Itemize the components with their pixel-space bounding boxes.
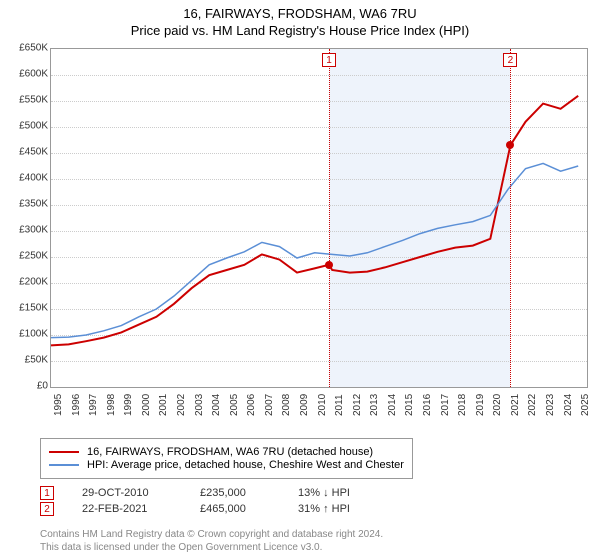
transaction-date: 29-OCT-2010: [82, 487, 172, 499]
transaction-price: £465,000: [200, 503, 270, 515]
transaction-price: £235,000: [200, 487, 270, 499]
y-tick-label: £100K: [2, 329, 48, 340]
x-tick-label: 2009: [299, 394, 310, 416]
x-tick-label: 2013: [369, 394, 380, 416]
legend-row: HPI: Average price, detached house, Ches…: [49, 459, 404, 471]
event-vline: [329, 49, 330, 387]
x-tick-label: 2008: [281, 394, 292, 416]
x-tick-label: 2003: [194, 394, 205, 416]
x-tick-label: 1995: [53, 394, 64, 416]
y-tick-label: £600K: [2, 69, 48, 80]
line-plot: [51, 49, 587, 387]
x-tick-label: 2001: [158, 394, 169, 416]
x-tick-label: 2025: [580, 394, 591, 416]
chart-container: 16, FAIRWAYS, FRODSHAM, WA6 7RU Price pa…: [0, 0, 600, 560]
y-tick-label: £400K: [2, 173, 48, 184]
x-tick-label: 1999: [123, 394, 134, 416]
legend-swatch-hpi: [49, 464, 79, 466]
event-dot: [325, 261, 333, 269]
legend-label-property: 16, FAIRWAYS, FRODSHAM, WA6 7RU (detache…: [87, 446, 373, 458]
x-tick-label: 2018: [457, 394, 468, 416]
x-tick-label: 2015: [404, 394, 415, 416]
x-tick-label: 1997: [88, 394, 99, 416]
x-tick-label: 2012: [352, 394, 363, 416]
y-tick-label: £350K: [2, 199, 48, 210]
x-tick-label: 2004: [211, 394, 222, 416]
legend-row: 16, FAIRWAYS, FRODSHAM, WA6 7RU (detache…: [49, 446, 404, 458]
x-tick-label: 2016: [422, 394, 433, 416]
y-tick-label: £650K: [2, 43, 48, 54]
transaction-table: 1 29-OCT-2010 £235,000 13% ↓ HPI 2 22-FE…: [40, 484, 388, 518]
title-block: 16, FAIRWAYS, FRODSHAM, WA6 7RU Price pa…: [0, 0, 600, 38]
title-address: 16, FAIRWAYS, FRODSHAM, WA6 7RU: [0, 6, 600, 21]
transaction-diff: 13% ↓ HPI: [298, 487, 388, 499]
plot-area: 12: [50, 48, 588, 388]
series-line-property: [51, 96, 578, 346]
x-tick-label: 2024: [563, 394, 574, 416]
legend-swatch-property: [49, 451, 79, 453]
x-tick-label: 2002: [176, 394, 187, 416]
y-tick-label: £550K: [2, 95, 48, 106]
legend: 16, FAIRWAYS, FRODSHAM, WA6 7RU (detache…: [40, 438, 413, 479]
y-tick-label: £450K: [2, 147, 48, 158]
x-tick-label: 2017: [440, 394, 451, 416]
x-tick-label: 2014: [387, 394, 398, 416]
transaction-row: 2 22-FEB-2021 £465,000 31% ↑ HPI: [40, 502, 388, 516]
x-tick-label: 2011: [334, 394, 345, 416]
transaction-marker: 2: [40, 502, 54, 516]
y-tick-label: £150K: [2, 303, 48, 314]
x-tick-label: 2005: [229, 394, 240, 416]
y-tick-label: £500K: [2, 121, 48, 132]
title-subtitle: Price paid vs. HM Land Registry's House …: [0, 23, 600, 38]
y-tick-label: £50K: [2, 355, 48, 366]
x-tick-label: 2006: [246, 394, 257, 416]
y-tick-label: £300K: [2, 225, 48, 236]
transaction-row: 1 29-OCT-2010 £235,000 13% ↓ HPI: [40, 486, 388, 500]
x-tick-label: 2021: [510, 394, 521, 416]
series-line-hpi: [51, 163, 578, 337]
x-tick-label: 2019: [475, 394, 486, 416]
event-number-box: 1: [322, 53, 336, 67]
y-tick-label: £200K: [2, 277, 48, 288]
footer-line: This data is licensed under the Open Gov…: [40, 541, 383, 554]
x-tick-label: 1998: [106, 394, 117, 416]
x-tick-label: 2000: [141, 394, 152, 416]
x-tick-label: 2007: [264, 394, 275, 416]
x-tick-label: 2022: [527, 394, 538, 416]
x-tick-label: 2023: [545, 394, 556, 416]
transaction-diff: 31% ↑ HPI: [298, 503, 388, 515]
event-number-box: 2: [503, 53, 517, 67]
footer-line: Contains HM Land Registry data © Crown c…: [40, 528, 383, 541]
x-tick-label: 1996: [71, 394, 82, 416]
transaction-marker: 1: [40, 486, 54, 500]
legend-label-hpi: HPI: Average price, detached house, Ches…: [87, 459, 404, 471]
event-vline: [510, 49, 511, 387]
event-dot: [506, 141, 514, 149]
x-tick-label: 2010: [317, 394, 328, 416]
x-tick-label: 2020: [492, 394, 503, 416]
footer: Contains HM Land Registry data © Crown c…: [40, 528, 383, 554]
y-tick-label: £0: [2, 381, 48, 392]
transaction-date: 22-FEB-2021: [82, 503, 172, 515]
y-tick-label: £250K: [2, 251, 48, 262]
